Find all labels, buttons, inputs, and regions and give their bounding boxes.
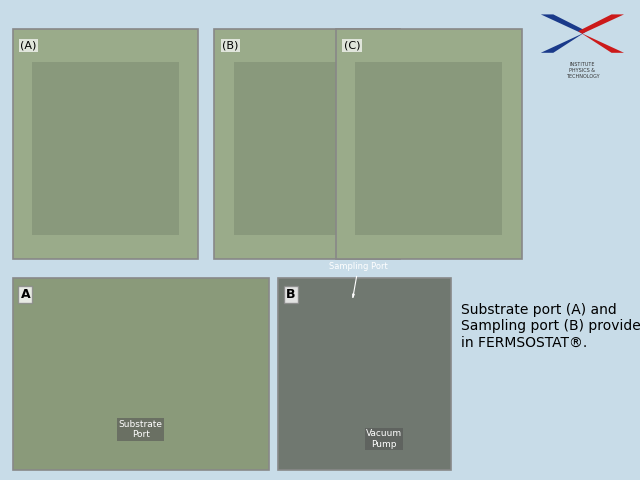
- FancyBboxPatch shape: [278, 278, 451, 470]
- FancyBboxPatch shape: [13, 278, 269, 470]
- FancyBboxPatch shape: [214, 29, 400, 259]
- FancyBboxPatch shape: [355, 62, 502, 235]
- Text: (B): (B): [222, 41, 239, 51]
- Text: Substrate
Port: Substrate Port: [119, 420, 163, 439]
- Text: A: A: [20, 288, 30, 301]
- Text: (A): (A): [20, 41, 37, 51]
- FancyBboxPatch shape: [32, 62, 179, 235]
- FancyBboxPatch shape: [336, 29, 522, 259]
- FancyBboxPatch shape: [13, 29, 198, 259]
- Text: Substrate port (A) and
Sampling port (B) provided
in FERMSOSTAT®.: Substrate port (A) and Sampling port (B)…: [461, 303, 640, 349]
- Text: INSTITUTE
PHYSICS &
TECHNOLOGY: INSTITUTE PHYSICS & TECHNOLOGY: [566, 62, 599, 79]
- Text: (C): (C): [344, 41, 360, 51]
- FancyBboxPatch shape: [234, 62, 381, 235]
- Text: Vacuum
Pump: Vacuum Pump: [366, 430, 402, 449]
- Polygon shape: [579, 14, 624, 53]
- Text: B: B: [286, 288, 296, 301]
- Polygon shape: [541, 14, 586, 53]
- Text: Sampling Port: Sampling Port: [329, 262, 388, 298]
